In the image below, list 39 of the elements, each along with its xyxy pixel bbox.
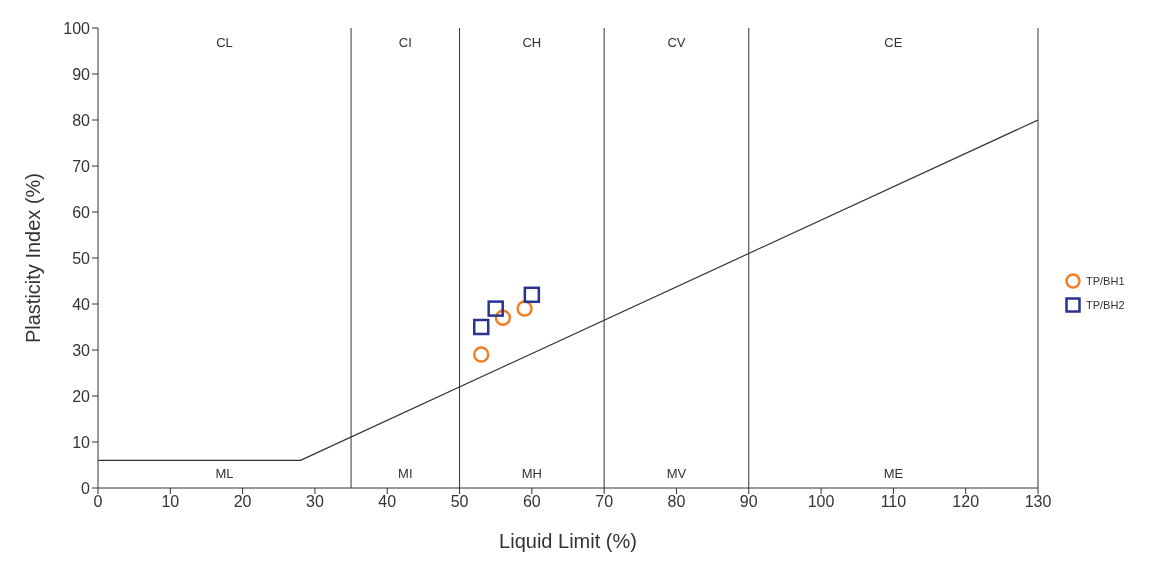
x-tick-label: 120 xyxy=(952,493,980,511)
x-tick-label: 90 xyxy=(739,493,758,511)
y-tick-label: 70 xyxy=(72,157,91,175)
y-tick-label: 100 xyxy=(63,19,91,37)
x-tick-label: 40 xyxy=(378,493,397,511)
y-tick-label: 30 xyxy=(72,341,91,359)
y-tick-label: 10 xyxy=(72,433,91,451)
y-tick-label: 40 xyxy=(72,295,91,313)
y-axis-title: Plasticity Index (%) xyxy=(22,172,45,344)
annotation: CL xyxy=(216,35,233,51)
annotation: MV xyxy=(666,466,687,481)
y-tick-label: 80 xyxy=(72,111,91,129)
y-tick-label: 20 xyxy=(72,387,91,405)
annotation: CE xyxy=(884,35,903,51)
annotation: CH xyxy=(522,35,542,51)
x-tick-label: 80 xyxy=(667,493,686,511)
x-tick-label: 50 xyxy=(450,493,469,511)
x-tick-label: 100 xyxy=(807,493,835,511)
annotation: MI xyxy=(398,466,413,481)
annotation: ML xyxy=(215,466,234,481)
legend-label: TP/BH2 xyxy=(1086,299,1125,311)
x-tick-label: 110 xyxy=(880,493,907,511)
annotation: MH xyxy=(521,466,542,481)
x-tick-label: 20 xyxy=(233,493,252,511)
annotation: ME xyxy=(883,466,904,481)
x-tick-label: 10 xyxy=(161,493,180,511)
x-tick-label: 0 xyxy=(93,493,103,511)
annotation: CV xyxy=(667,35,686,51)
y-tick-label: 60 xyxy=(72,203,91,221)
annotation: CI xyxy=(398,35,412,51)
y-tick-label: 90 xyxy=(72,65,91,83)
x-tick-label: 60 xyxy=(522,493,541,511)
x-tick-label: 130 xyxy=(1024,493,1052,511)
legend-label: TP/BH1 xyxy=(1086,275,1125,287)
y-tick-label: 0 xyxy=(81,479,91,497)
y-tick-label: 50 xyxy=(72,249,91,267)
x-tick-label: 30 xyxy=(306,493,324,511)
x-tick-label: 70 xyxy=(595,493,614,511)
x-axis-title: Liquid Limit (%) xyxy=(499,530,637,552)
